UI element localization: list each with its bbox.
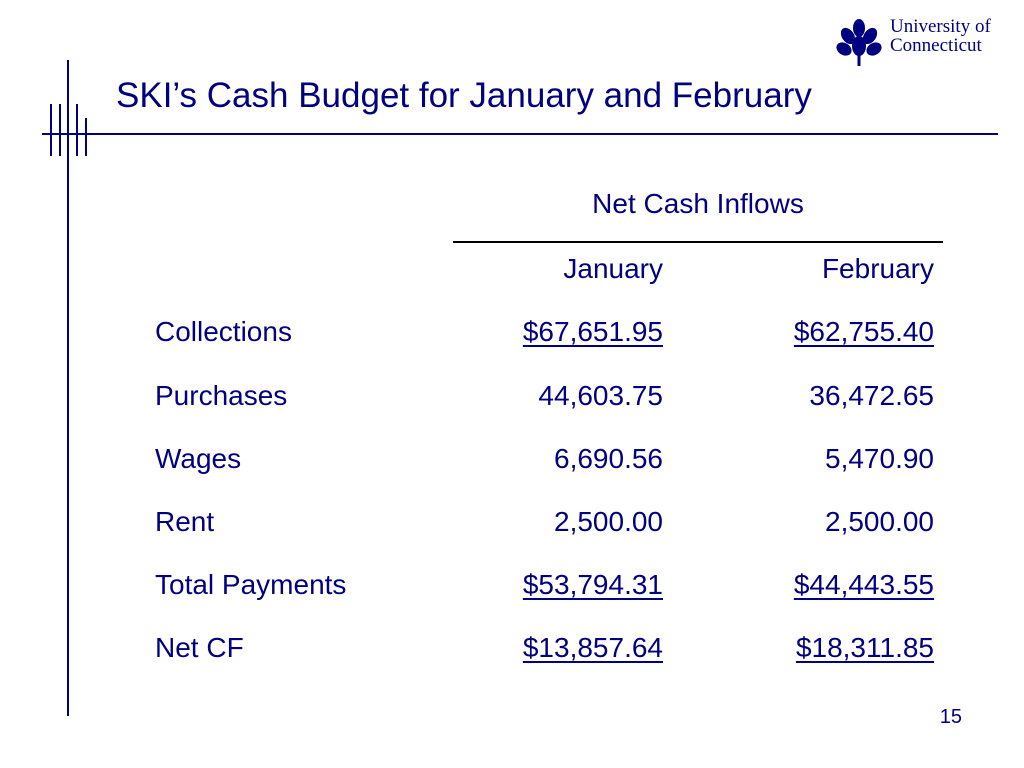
row-label: Purchases [155,380,288,411]
university-logo: University of Connecticut [833,14,1003,70]
frame-tick-line [76,104,78,156]
title-underline [42,133,998,135]
cell-february: $18,311.85 [795,632,934,663]
logo-line-2: Connecticut [890,35,982,56]
cell-january: 2,500.00 [554,506,663,537]
cell-february: 36,472.65 [809,380,934,411]
frame-tick-line [50,104,52,156]
frame-tick-line [59,104,61,156]
cell-january: 44,603.75 [538,380,663,411]
cell-february: 5,470.90 [825,443,934,474]
cell-january: 6,690.56 [554,443,663,474]
cell-january: $67,651.95 [522,316,663,347]
header-rule [453,241,943,243]
net-cash-inflows-label: Net Cash Inflows [592,188,804,219]
row-label: Total Payments [155,569,347,600]
frame-tick-line [85,118,87,156]
frame-vertical-line [67,60,69,716]
cell-february: $44,443.55 [793,569,934,600]
oak-leaf-icon [836,19,882,66]
logo-line-1: University of [890,16,991,37]
cell-february: 2,500.00 [825,506,934,537]
row-label: Rent [155,506,215,537]
row-label: Collections [155,316,292,347]
cell-january: $53,794.31 [522,569,663,600]
logo-wordmark: University of Connecticut [890,17,991,55]
page-number: 15 [939,706,962,728]
cell-february: $62,755.40 [793,316,934,347]
cell-january: $13,857.64 [522,632,663,663]
row-label: Net CF [155,632,244,663]
slide-title: SKI’s Cash Budget for January and Februa… [116,76,812,115]
row-label: Wages [155,443,242,474]
column-header-february: February [821,253,934,284]
column-header-january: January [563,253,663,284]
